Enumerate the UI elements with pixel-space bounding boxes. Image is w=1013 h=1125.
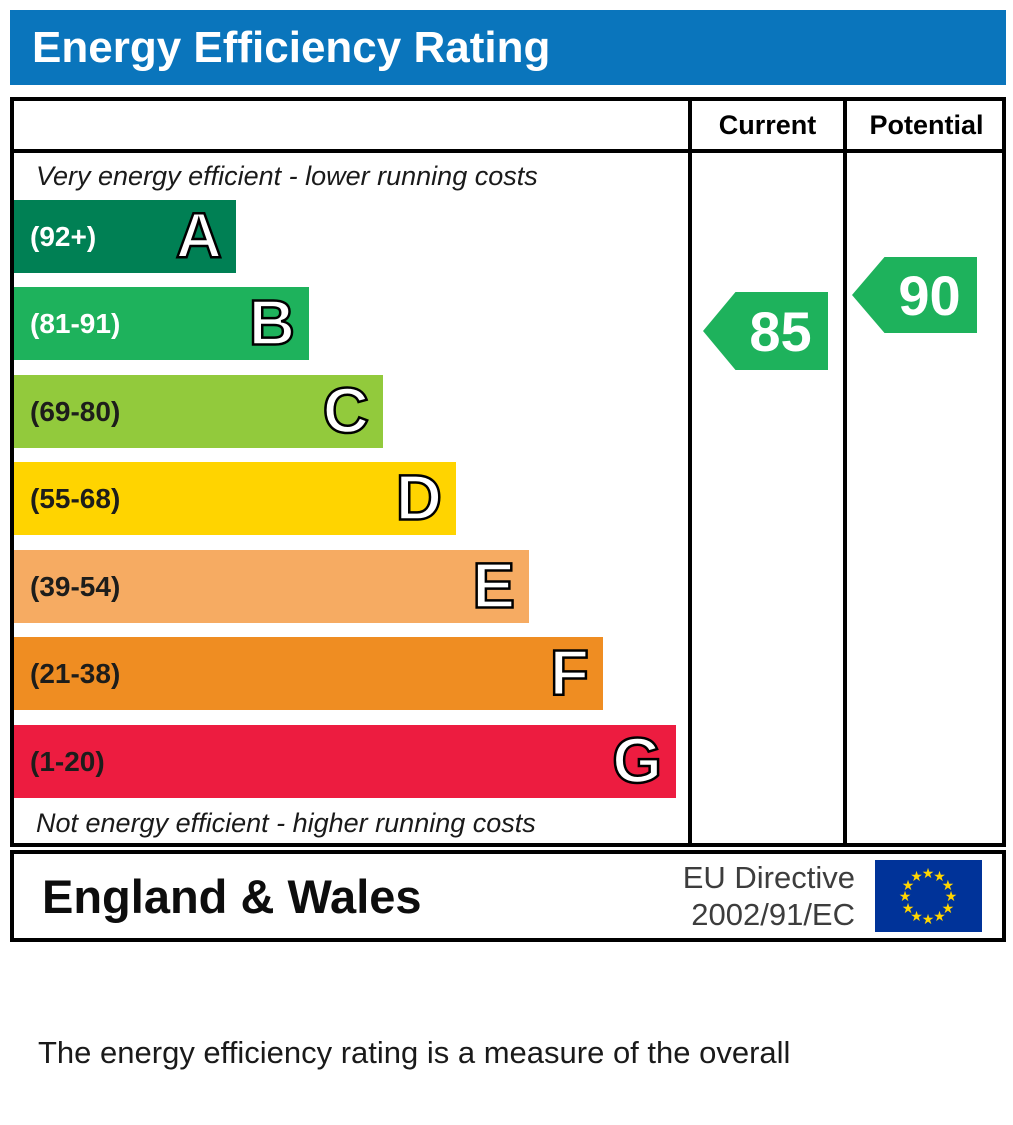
band-f: (21-38) F: [14, 637, 603, 710]
region-label: England & Wales: [42, 869, 422, 923]
eu-directive: EU Directive 2002/91/EC: [655, 859, 855, 933]
current-column-header: Current: [718, 110, 817, 140]
band-b-range: (81-91): [30, 307, 121, 339]
header-row-divider: [10, 149, 1006, 153]
eu-star-icon: ★: [921, 911, 935, 927]
eu-star-icon: ★: [933, 868, 946, 885]
band-g-range: (1-20): [30, 745, 105, 777]
potential-column-header: Potential: [869, 110, 984, 140]
eu-star-icon: ★: [941, 876, 955, 893]
band-a: (92+) A: [14, 200, 236, 273]
current-column-divider: [688, 97, 692, 847]
bottom-note: Not energy efficient - higher running co…: [36, 808, 536, 838]
band-c-letter: C: [322, 374, 371, 447]
band-b: (81-91) B: [14, 287, 309, 360]
band-g-letter: G: [611, 724, 663, 797]
band-f-letter: F: [549, 636, 591, 709]
potential-rating-value: 90: [898, 263, 961, 327]
eu-star-icon: ★: [944, 888, 958, 904]
description-text: The energy efficiency rating is a measur…: [38, 955, 859, 1125]
band-b-letter: B: [248, 286, 297, 359]
eu-directive-line2: 2002/91/EC: [691, 897, 855, 932]
band-d-range: (55-68): [30, 482, 121, 514]
eu-star-icon: ★: [921, 865, 935, 881]
band-g: (1-20) G: [14, 725, 676, 798]
band-e: (39-54) E: [14, 550, 529, 623]
eu-star-icon: ★: [910, 907, 923, 924]
band-a-range: (92+): [30, 220, 97, 252]
eu-flag-icon: ★ ★ ★ ★ ★ ★ ★ ★ ★ ★ ★ ★: [875, 860, 982, 932]
top-note: Very energy efficient - lower running co…: [36, 161, 538, 191]
band-d: (55-68) D: [14, 462, 456, 535]
eu-star-icon: ★: [910, 868, 923, 885]
eu-star-icon: ★: [901, 876, 915, 893]
description-line-1: The energy efficiency rating is a measur…: [38, 1035, 791, 1070]
band-c: (69-80) C: [14, 375, 383, 448]
eu-directive-line1: EU Directive: [682, 860, 855, 895]
band-e-range: (39-54): [30, 570, 121, 602]
footer-box: England & Wales: [10, 850, 1006, 942]
band-a-letter: A: [175, 199, 224, 272]
band-e-letter: E: [471, 549, 516, 622]
page-title: Energy Efficiency Rating: [32, 22, 551, 72]
potential-column-divider: [843, 97, 847, 847]
current-rating-value: 85: [749, 299, 812, 363]
eu-star-icon: ★: [933, 907, 946, 924]
band-d-letter: D: [395, 461, 444, 534]
band-c-range: (69-80): [30, 395, 121, 427]
eu-star-icon: ★: [901, 899, 915, 916]
header-banner: Energy Efficiency Rating: [10, 10, 1006, 85]
eu-star-icon: ★: [941, 899, 955, 916]
band-f-range: (21-38): [30, 657, 121, 689]
eu-star-icon: ★: [898, 888, 912, 904]
